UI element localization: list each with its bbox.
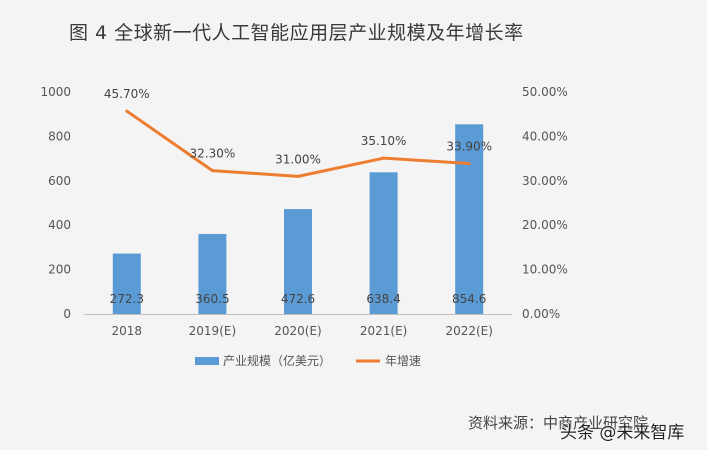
growth-point	[382, 156, 386, 160]
bar	[455, 124, 484, 314]
bar	[112, 253, 141, 314]
line-value-label: 45.70%	[104, 87, 150, 101]
x-tick-label: 2019(E)	[189, 324, 236, 338]
y-right-tick-label: 20.00%	[522, 218, 568, 232]
y-left-tick-label: 0	[63, 307, 71, 321]
y-right-tick-label: 0.00%	[522, 307, 560, 321]
y-left-tick-label: 400	[48, 218, 71, 232]
y-right-tick-label: 30.00%	[522, 174, 568, 188]
line-value-label: 32.30%	[190, 147, 236, 161]
y-left-tick-label: 800	[48, 129, 71, 143]
x-tick-label: 2020(E)	[274, 324, 321, 338]
growth-point	[210, 169, 214, 173]
growth-point	[467, 161, 471, 165]
chart-title: 图 4 全球新一代人工智能应用层产业规模及年增长率	[69, 22, 524, 44]
bar-value-label: 638.4	[366, 292, 400, 306]
y-right-tick-label: 10.00%	[522, 263, 568, 277]
legend-bar-swatch	[195, 357, 219, 365]
bar-value-label: 854.6	[452, 292, 486, 306]
legend-line-label: 年增速	[385, 354, 421, 368]
growth-point	[125, 109, 129, 113]
growth-point	[296, 174, 300, 178]
bar	[198, 233, 227, 314]
bar	[369, 172, 398, 314]
line-value-label: 31.00%	[275, 152, 321, 166]
y-right-tick-label: 40.00%	[522, 129, 568, 143]
x-tick-label: 2021(E)	[360, 324, 407, 338]
line-value-label: 35.10%	[361, 134, 407, 148]
y-left-tick-label: 600	[48, 174, 71, 188]
bar-value-label: 472.6	[281, 292, 315, 306]
y-right-tick-label: 50.00%	[522, 85, 568, 99]
growth-line	[125, 109, 470, 178]
y-left-tick-label: 1000	[40, 85, 71, 99]
watermark: 头条 @未来智库	[560, 423, 685, 443]
bar	[284, 209, 312, 314]
legend-bar-label: 产业规模（亿美元）	[223, 353, 331, 368]
x-tick-label: 2018	[112, 324, 143, 338]
source-note: 资料来源：中商产业研究院	[468, 414, 649, 432]
bar-value-label: 272.3	[110, 292, 144, 306]
x-tick-label: 2022(E)	[445, 324, 492, 338]
bar-value-label: 360.5	[195, 292, 229, 306]
line-value-label: 33.90%	[446, 139, 492, 153]
y-left-tick-label: 200	[48, 263, 71, 277]
